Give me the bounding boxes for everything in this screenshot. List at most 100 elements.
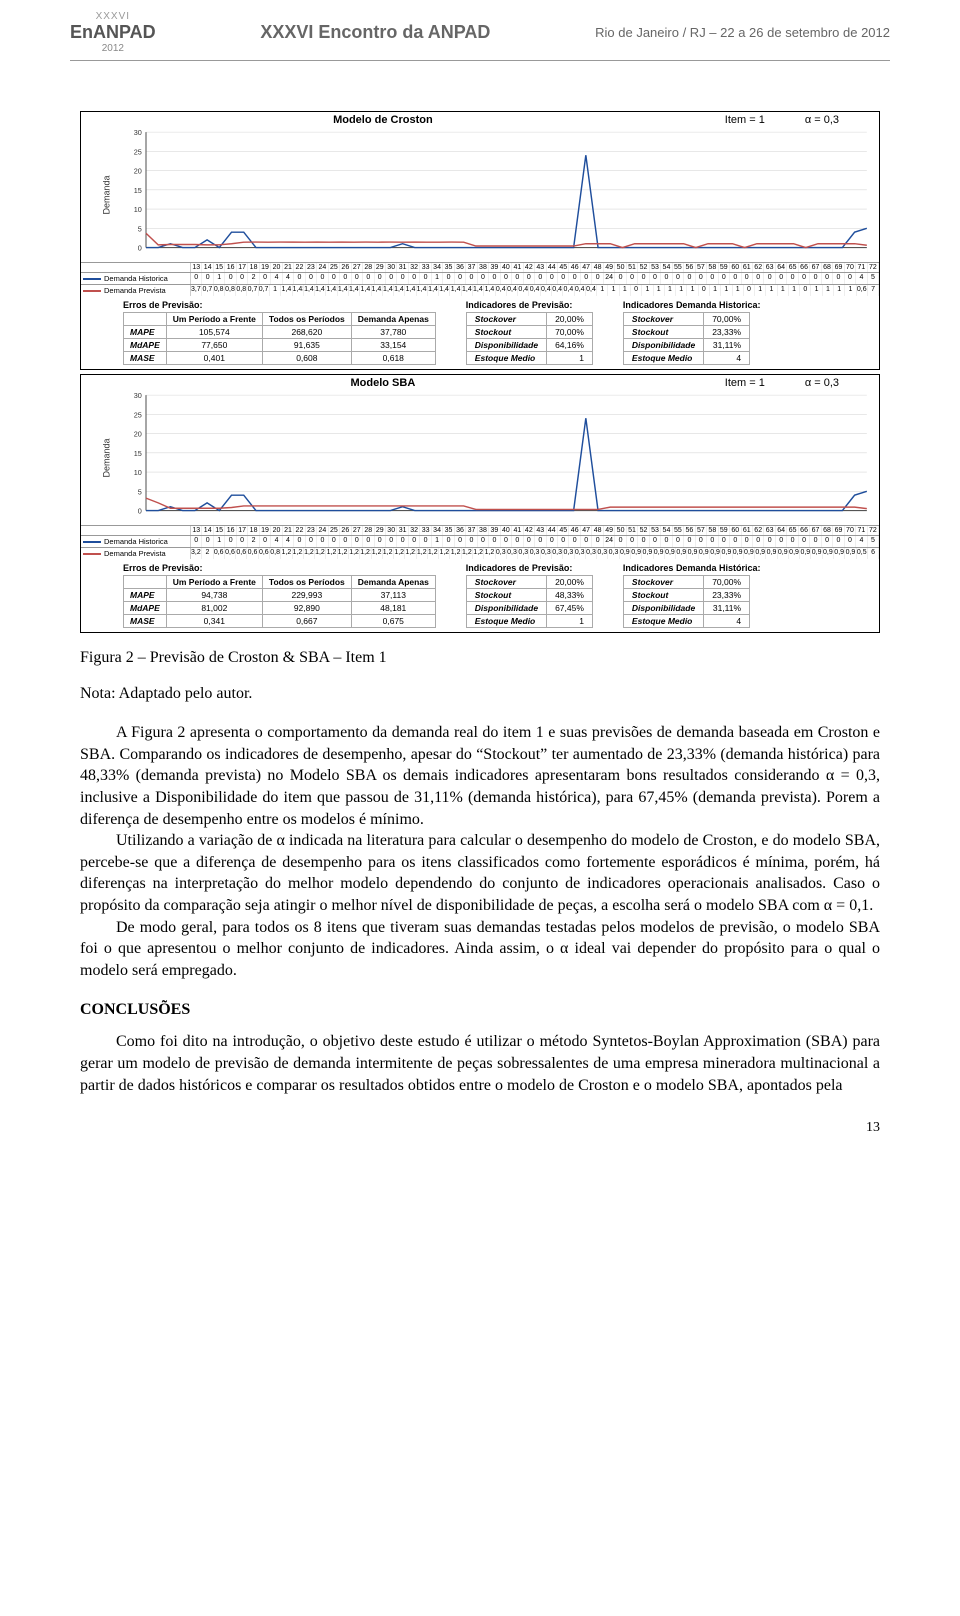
data-cell: 21	[283, 526, 294, 535]
data-cell: 19	[260, 526, 271, 535]
data-cell: 66	[799, 526, 810, 535]
table-cell: Stockout	[466, 589, 546, 602]
table-cell: Estoque Medio	[466, 352, 546, 365]
data-cell: 0,9	[676, 548, 687, 559]
data-cell: 1	[270, 285, 281, 296]
data-cell: 49	[604, 526, 615, 535]
sba-indhist-table: Stockover70,00%Stockout23,33%Disponibili…	[623, 575, 750, 628]
data-cell: 44	[547, 526, 558, 535]
data-cell: 0	[581, 273, 592, 284]
data-cell: 0	[363, 536, 374, 547]
data-cell: 0,3	[575, 548, 586, 559]
svg-text:30: 30	[134, 391, 142, 400]
data-cell: 0	[719, 536, 730, 547]
data-cell: 0	[787, 536, 798, 547]
svg-text:0: 0	[138, 244, 142, 253]
data-cell: 0,9	[834, 548, 845, 559]
sba-metrics: Erros de Previsão: Um Período a FrenteTo…	[81, 559, 879, 632]
data-cell: 1,2	[439, 548, 450, 559]
data-cell: 0,9	[845, 548, 856, 559]
table-cell: 0,675	[351, 615, 435, 628]
table-cell: 268,620	[262, 326, 351, 339]
data-cell: 47	[581, 526, 592, 535]
data-cell: 0,9	[744, 548, 755, 559]
data-cell: 34	[432, 526, 443, 535]
data-cell: 0	[822, 536, 833, 547]
sba-hist-row: Demanda Historica 0010020440000000000001…	[81, 535, 879, 547]
brand-year: 2012	[70, 43, 156, 54]
table-cell: 0,667	[262, 615, 351, 628]
table-cell: 64,16%	[547, 339, 593, 352]
data-cell: 1,43	[417, 285, 428, 296]
data-cell: 0,4	[496, 285, 507, 296]
table-cell: Stockout	[623, 589, 703, 602]
data-cell: 55	[673, 263, 684, 272]
croston-block: Modelo de Croston Item = 1 α = 0,3 Deman…	[80, 111, 880, 370]
data-cell: 40	[501, 526, 512, 535]
data-cell: 52	[638, 263, 649, 272]
data-cell: 0,3	[529, 548, 540, 559]
data-cell: 16	[225, 526, 236, 535]
data-cell: 0	[787, 273, 798, 284]
data-cell: 0	[225, 273, 236, 284]
table-cell: Estoque Medio	[466, 615, 546, 628]
data-cell: 30	[386, 263, 397, 272]
croston-title-row: Modelo de Croston Item = 1 α = 0,3	[81, 112, 879, 128]
data-cell: 7	[868, 285, 879, 296]
croston-chart: 051015202530	[121, 128, 871, 262]
data-cell: 39	[489, 263, 500, 272]
sba-errors-col: Erros de Previsão: Um Período a FrenteTo…	[123, 563, 436, 628]
data-cell: 0	[375, 536, 386, 547]
data-cell: 0	[742, 273, 753, 284]
data-cell: 0,9	[800, 548, 811, 559]
data-cell: 0	[363, 273, 374, 284]
croston-xaxis-row: 1314151617181920212223242526272829303132…	[81, 262, 879, 272]
data-cell: 0	[764, 273, 775, 284]
data-cell: 2	[248, 536, 259, 547]
svg-text:25: 25	[134, 147, 142, 156]
data-cell: 0	[810, 536, 821, 547]
data-cell: 0	[455, 273, 466, 284]
table-cell: 37,780	[351, 326, 435, 339]
data-cell: 28	[363, 263, 374, 272]
data-cell: 43	[535, 263, 546, 272]
data-cell: 0	[329, 536, 340, 547]
table-header	[124, 576, 167, 589]
data-cell: 1,41	[439, 285, 450, 296]
data-cell: 0	[730, 536, 741, 547]
table-header	[124, 313, 167, 326]
table-header: Todos os Períodos	[262, 313, 351, 326]
data-cell: 0	[661, 273, 672, 284]
data-cell: 50	[615, 526, 626, 535]
data-cell: 58	[707, 526, 718, 535]
data-cell: 47	[581, 263, 592, 272]
data-cell: 0	[535, 536, 546, 547]
table-cell: 229,993	[262, 589, 351, 602]
data-cell: 0	[753, 536, 764, 547]
data-cell: 0	[329, 273, 340, 284]
data-cell: 54	[661, 263, 672, 272]
svg-text:15: 15	[134, 449, 142, 458]
data-cell: 60	[730, 526, 741, 535]
data-cell: 0	[478, 273, 489, 284]
data-cell: 0,3	[597, 548, 608, 559]
sba-indprev-col: Indicadores de Previsão: Stockover20,00%…	[466, 563, 593, 628]
data-cell: 64	[776, 263, 787, 272]
croston-item-label: Item = 1	[685, 114, 765, 126]
data-cell: 0	[558, 273, 569, 284]
data-cell: 13	[191, 263, 202, 272]
data-cell: 0	[719, 273, 730, 284]
data-cell: 1	[823, 285, 834, 296]
svg-text:10: 10	[134, 468, 142, 477]
data-cell: 0	[764, 536, 775, 547]
data-cell: 1,4	[405, 285, 416, 296]
table-header: Todos os Períodos	[262, 576, 351, 589]
data-cell: 1	[766, 285, 777, 296]
croston-errors-table: Um Período a FrenteTodos os PeríodosDema…	[123, 312, 436, 365]
data-cell: 0,4	[575, 285, 586, 296]
data-cell: 0,9	[778, 548, 789, 559]
data-cell: 69	[833, 526, 844, 535]
data-cell: 1,2	[450, 548, 461, 559]
data-cell: 4	[271, 273, 282, 284]
data-cell: 0	[478, 536, 489, 547]
